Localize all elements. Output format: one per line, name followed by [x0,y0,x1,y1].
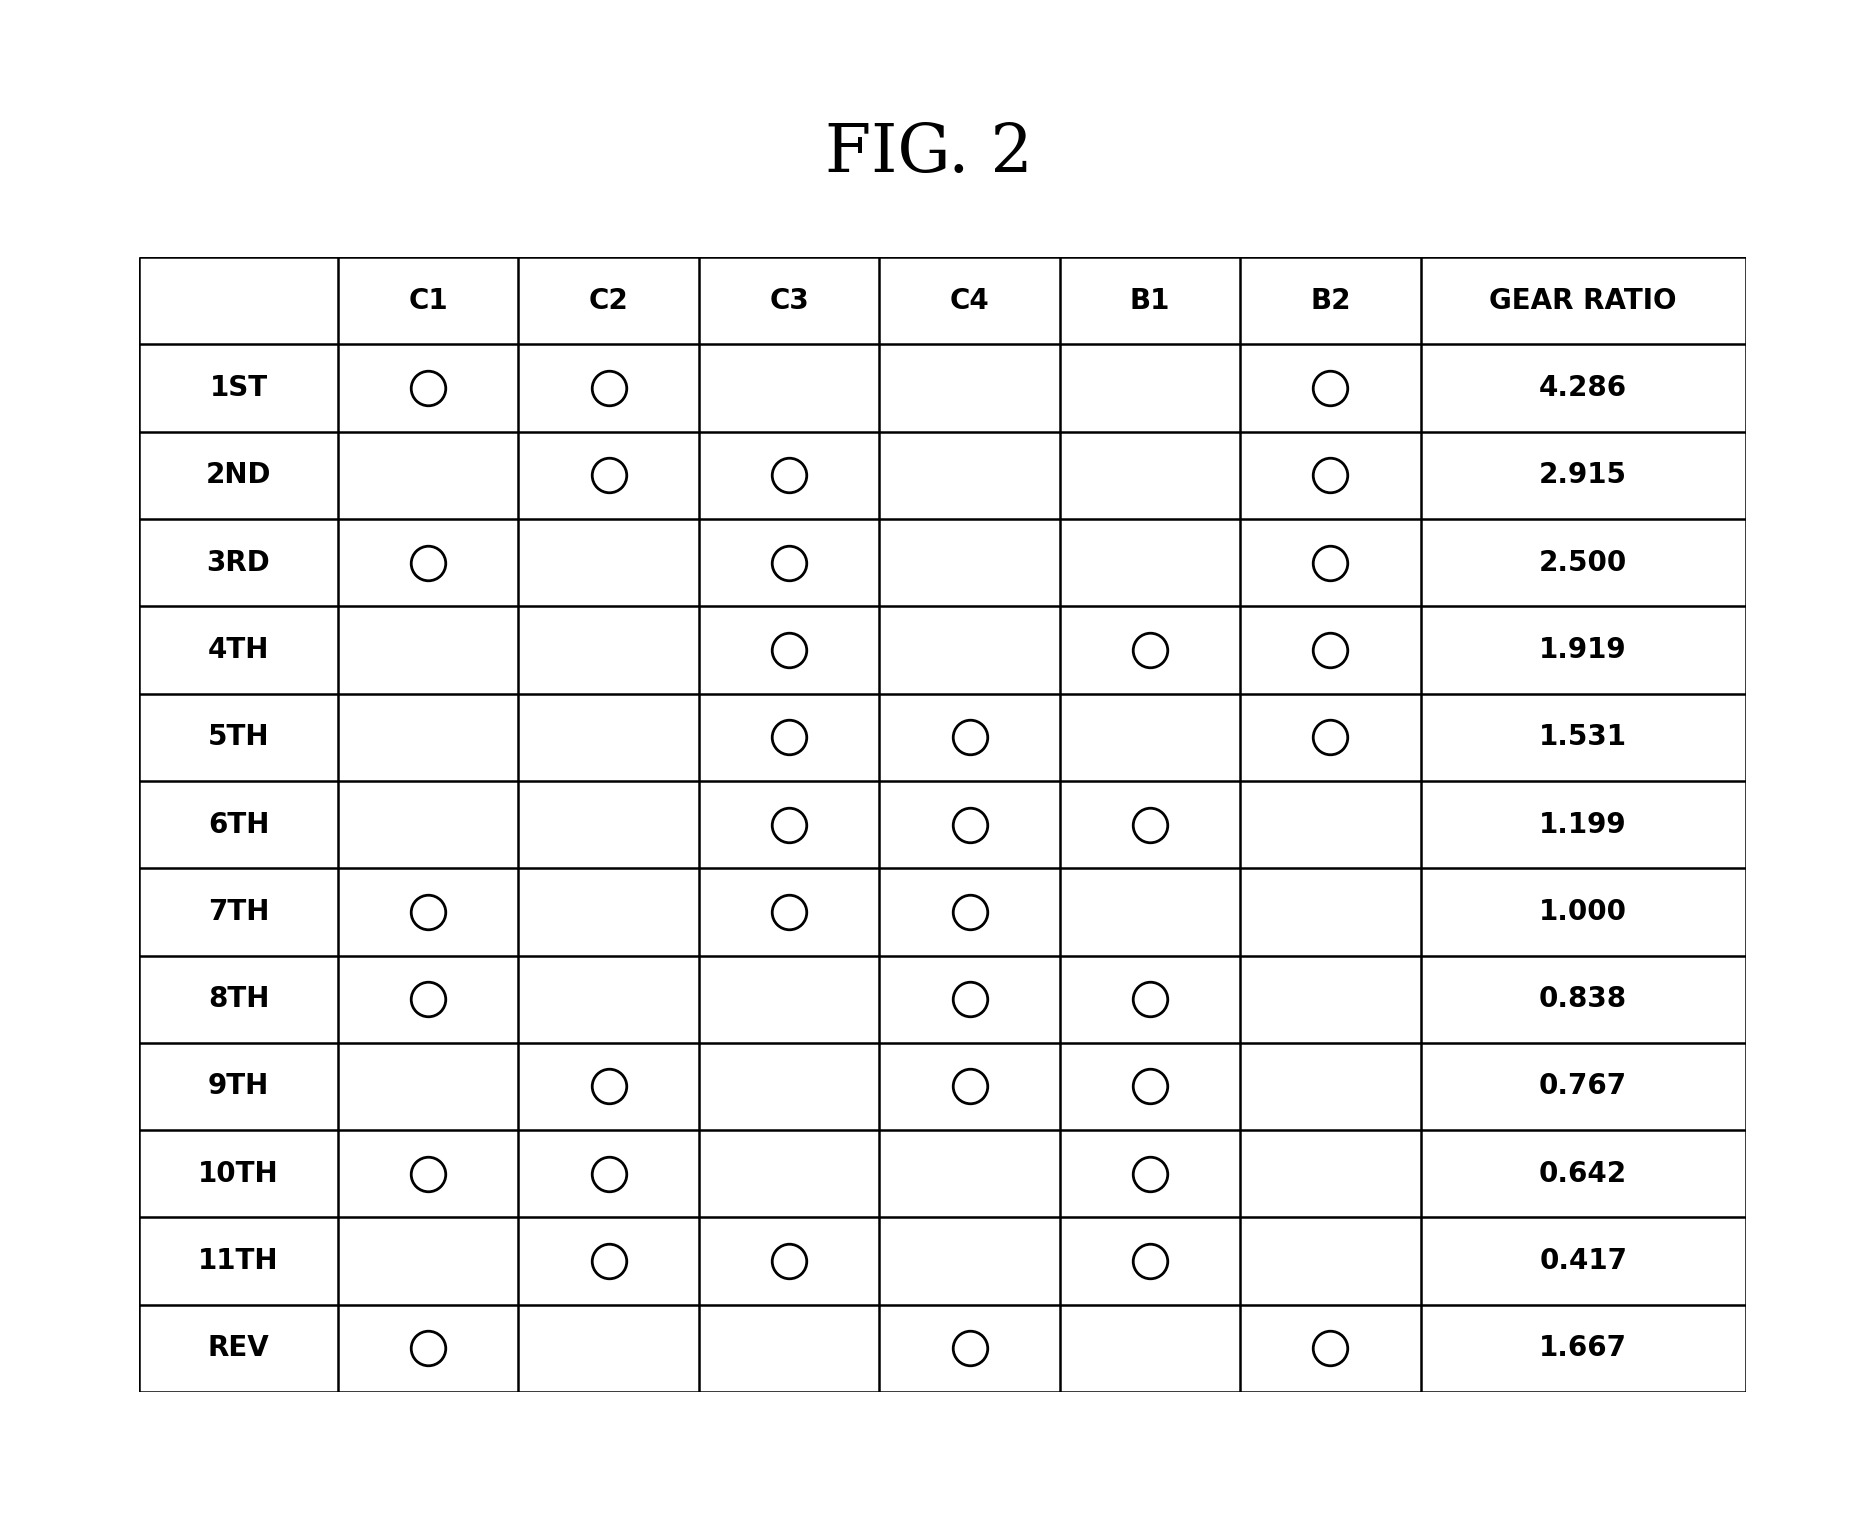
Text: 10TH: 10TH [199,1160,279,1188]
Text: 6TH: 6TH [208,811,269,838]
Text: C3: C3 [769,287,810,315]
Text: 1.531: 1.531 [1539,723,1627,752]
Text: 2.500: 2.500 [1539,549,1627,576]
Text: 1.199: 1.199 [1539,811,1627,838]
Text: 1.000: 1.000 [1539,897,1627,926]
Text: 1.919: 1.919 [1539,635,1627,664]
Text: GEAR RATIO: GEAR RATIO [1489,287,1677,315]
Text: 7TH: 7TH [208,897,269,926]
Text: 11TH: 11TH [199,1247,279,1275]
Text: 0.642: 0.642 [1539,1160,1627,1188]
Text: C2: C2 [589,287,628,315]
Text: 8TH: 8TH [208,985,269,1014]
Text: 0.417: 0.417 [1539,1247,1627,1275]
Text: 2.915: 2.915 [1539,461,1627,489]
Text: 2ND: 2ND [206,461,271,489]
Text: REV: REV [208,1334,269,1362]
Text: 3RD: 3RD [206,549,271,576]
Text: 1ST: 1ST [210,374,267,402]
Text: FIG. 2: FIG. 2 [825,121,1032,186]
Text: 5TH: 5TH [208,723,269,752]
Text: 4TH: 4TH [208,635,269,664]
Text: C1: C1 [409,287,448,315]
Text: 9TH: 9TH [208,1073,269,1100]
Text: 0.767: 0.767 [1539,1073,1627,1100]
Text: C4: C4 [949,287,990,315]
Text: 0.838: 0.838 [1539,985,1627,1014]
Text: B2: B2 [1311,287,1350,315]
Text: B1: B1 [1129,287,1170,315]
Text: 4.286: 4.286 [1539,374,1627,402]
Text: 1.667: 1.667 [1539,1334,1627,1362]
